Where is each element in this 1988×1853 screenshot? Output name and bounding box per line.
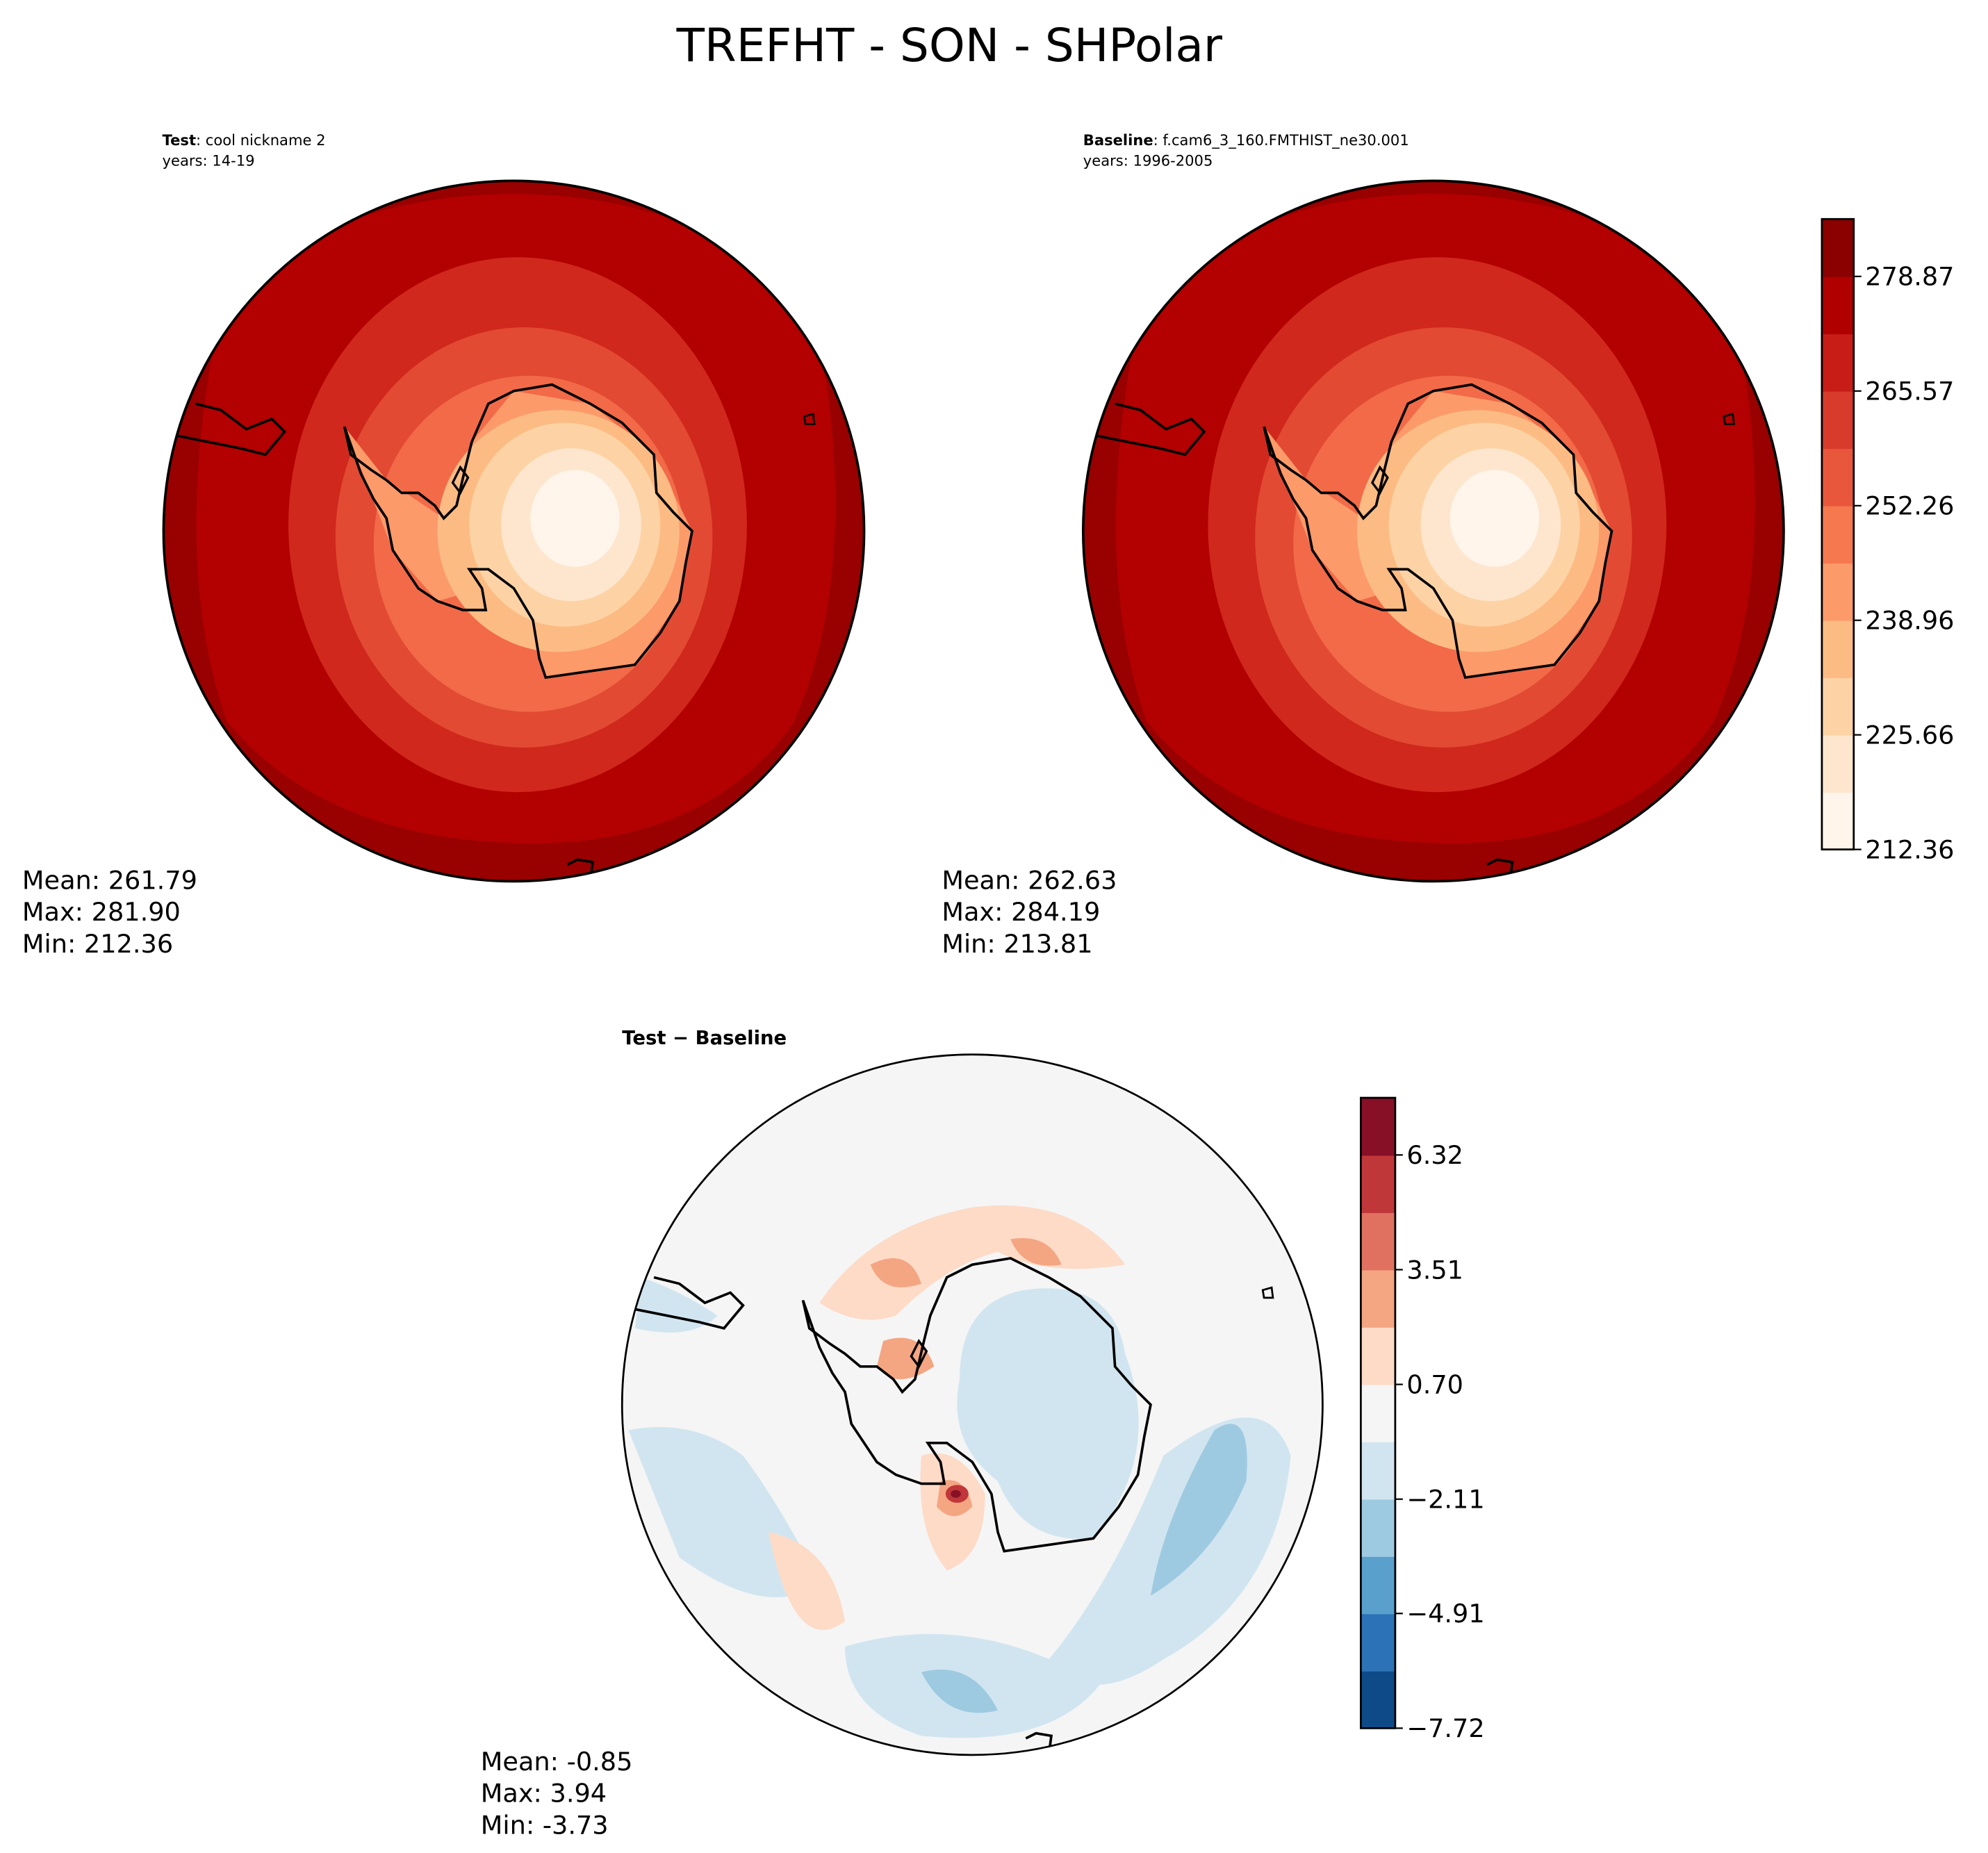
colorbar-frame xyxy=(1821,217,1855,850)
stat: Min: 213.81 xyxy=(942,929,1092,959)
colorbar-band xyxy=(1361,1155,1395,1213)
colorbar-band xyxy=(1821,333,1854,392)
panel-title: Test: cool nickname 2 xyxy=(163,131,326,149)
stat: Max: 284.19 xyxy=(942,897,1100,927)
stat: Min: -3.73 xyxy=(481,1811,609,1840)
colorbar-band xyxy=(1821,448,1854,507)
figure-title: TREFHT - SON - SHPolar xyxy=(676,19,1223,72)
map-baseline xyxy=(1081,179,1785,883)
colorbar-tick-label: 252.26 xyxy=(1865,491,1954,521)
stat: Min: 212.36 xyxy=(22,929,173,959)
colorbar-tick-label: −7.72 xyxy=(1406,1713,1484,1743)
colorbar-band xyxy=(1821,505,1854,564)
panel-label: Test xyxy=(163,131,196,149)
panel-years: years: 1996-2005 xyxy=(1083,151,1213,169)
stat: Max: 281.90 xyxy=(22,897,181,927)
colorbar-tick-label: 278.87 xyxy=(1865,262,1954,292)
colorbar-tick-label: 6.32 xyxy=(1406,1140,1463,1170)
map-difference xyxy=(621,1053,1324,1756)
colorbar-tick-label: 238.96 xyxy=(1865,606,1954,636)
map-test xyxy=(162,179,866,883)
colorbar-band xyxy=(1821,620,1854,679)
colorbar-tick-label: −4.91 xyxy=(1406,1599,1484,1629)
colorbar-band xyxy=(1361,1384,1395,1442)
colorbar-tick-label: 225.66 xyxy=(1865,720,1954,750)
colorbar-band xyxy=(1821,390,1854,450)
colorbar-band xyxy=(1821,792,1854,850)
colorbar-tick-label: 212.36 xyxy=(1865,834,1954,864)
stat: Mean: 262.63 xyxy=(942,865,1117,895)
panel-name: : cool nickname 2 xyxy=(196,131,326,149)
colorbar-tick-label: 265.57 xyxy=(1865,377,1954,406)
panel-title: Baseline: f.cam6_3_160.FMTHIST_ne30.001 xyxy=(1083,131,1409,149)
stat: Mean: 261.79 xyxy=(22,865,197,895)
colorbar-band xyxy=(1821,677,1854,736)
stat: Mean: -0.85 xyxy=(481,1747,633,1777)
colorbar-band xyxy=(1361,1613,1395,1672)
colorbar-frame xyxy=(1360,1096,1397,1729)
colorbar-band xyxy=(1361,1441,1395,1500)
colorbar-band xyxy=(1361,1212,1395,1271)
colorbar-band xyxy=(1361,1326,1395,1385)
colorbar-band xyxy=(1361,1269,1395,1328)
colorbar-band xyxy=(1821,563,1854,621)
panel-title: Test − Baseline xyxy=(622,1027,787,1049)
colorbar-band xyxy=(1821,219,1854,277)
colorbar-band xyxy=(1361,1670,1395,1729)
colorbar-band xyxy=(1361,1499,1395,1557)
colorbar-tick-label: 0.70 xyxy=(1406,1369,1463,1399)
colorbar-tick-label: 3.51 xyxy=(1406,1255,1463,1285)
stat: Max: 3.94 xyxy=(481,1779,607,1809)
panel-label: Baseline xyxy=(1083,131,1153,149)
colorbar-band xyxy=(1361,1556,1395,1615)
colorbar-band xyxy=(1821,734,1854,793)
colorbar-band xyxy=(1361,1098,1395,1156)
panel-name: : f.cam6_3_160.FMTHIST_ne30.001 xyxy=(1153,131,1409,149)
colorbar-tick-label: −2.11 xyxy=(1406,1485,1484,1515)
panel-years: years: 14-19 xyxy=(163,151,255,169)
colorbar-band xyxy=(1821,276,1854,335)
